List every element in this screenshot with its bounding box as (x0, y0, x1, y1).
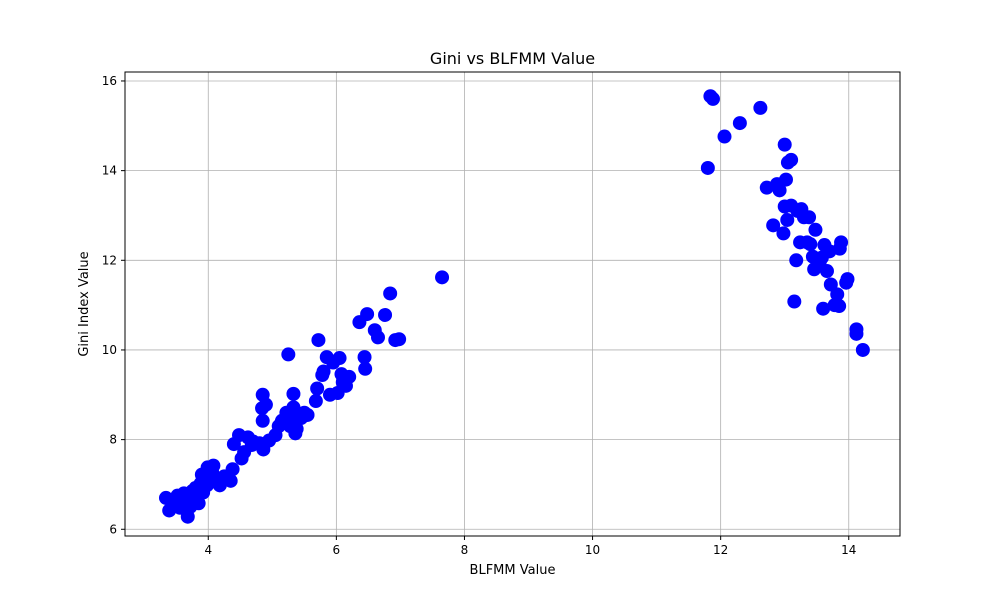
data-point (819, 264, 834, 279)
y-axis-ticks: 6 8 10 12 14 16 (102, 74, 125, 536)
data-points (158, 89, 870, 524)
data-point (311, 333, 326, 348)
x-tick-label: 10 (585, 543, 600, 557)
data-point (286, 400, 301, 415)
data-point (717, 129, 732, 144)
data-point (370, 330, 385, 345)
data-point (360, 307, 375, 322)
data-point (789, 253, 804, 268)
data-point (357, 350, 372, 365)
data-point (225, 462, 240, 477)
x-tick-label: 8 (461, 543, 469, 557)
data-point (802, 210, 817, 225)
chart-title: Gini vs BLFMM Value (430, 49, 595, 68)
data-point (705, 91, 720, 106)
data-point (206, 458, 221, 473)
data-point (289, 421, 304, 436)
y-tick-label: 14 (102, 164, 117, 178)
data-point (223, 473, 238, 488)
data-point (778, 172, 793, 187)
data-point (840, 272, 855, 287)
data-point (281, 347, 296, 362)
x-tick-label: 6 (333, 543, 341, 557)
data-point (784, 152, 799, 167)
data-point (732, 116, 747, 131)
data-point (776, 226, 791, 241)
data-point (849, 326, 864, 341)
data-point (766, 218, 781, 233)
data-point (286, 386, 301, 401)
plot-frame (124, 71, 901, 537)
data-point (435, 270, 450, 285)
y-tick-label: 16 (102, 74, 117, 88)
data-point (383, 286, 398, 301)
data-point (358, 361, 373, 376)
data-point (258, 397, 273, 412)
data-point (310, 381, 325, 396)
y-tick-label: 12 (102, 253, 117, 267)
data-point (378, 307, 393, 322)
plot-area (125, 72, 900, 536)
data-point (255, 413, 270, 428)
data-point (753, 100, 768, 115)
data-point (191, 496, 206, 511)
data-point (787, 294, 802, 309)
data-point (332, 351, 347, 366)
data-point (308, 394, 323, 409)
x-tick-label: 14 (841, 543, 856, 557)
data-point (855, 342, 870, 357)
x-tick-label: 12 (713, 543, 728, 557)
data-point (392, 332, 407, 347)
data-point (832, 299, 847, 314)
data-point (834, 235, 849, 250)
data-point (777, 137, 792, 152)
y-tick-label: 10 (102, 343, 117, 357)
data-point (316, 364, 331, 379)
y-tick-label: 6 (109, 522, 117, 536)
data-point (342, 369, 357, 384)
data-point (700, 160, 715, 175)
data-point (300, 407, 315, 422)
data-point (803, 237, 818, 252)
data-point (772, 183, 787, 198)
data-point (816, 301, 831, 316)
x-tick-label: 4 (204, 543, 212, 557)
x-axis-label: BLFMM Value (470, 563, 556, 578)
data-point (830, 287, 845, 302)
y-tick-label: 8 (109, 433, 117, 447)
data-point (808, 222, 823, 237)
y-axis-label: Gini Index Value (77, 251, 92, 356)
data-point (780, 212, 795, 227)
x-axis-ticks: 4 6 8 10 12 14 (204, 536, 856, 557)
